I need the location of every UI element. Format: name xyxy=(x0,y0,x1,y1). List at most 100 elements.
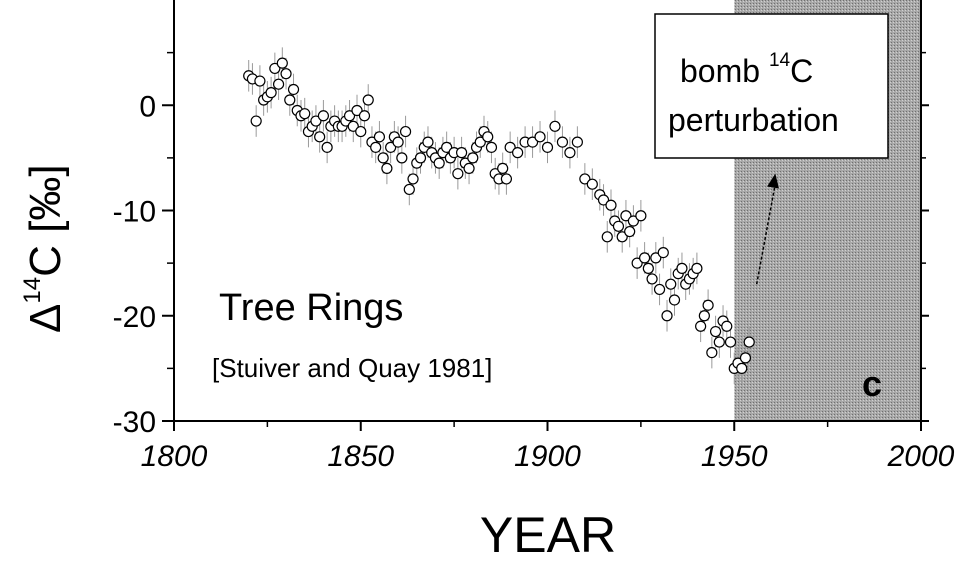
data-point xyxy=(616,231,628,243)
data-point xyxy=(650,252,662,264)
data-point xyxy=(474,136,486,148)
data-point xyxy=(485,141,498,153)
data-point xyxy=(526,136,539,148)
data-point xyxy=(287,83,300,96)
x-tick-label: 1900 xyxy=(514,440,581,473)
data-point xyxy=(597,194,610,206)
data-point xyxy=(269,62,281,75)
tree-rings-label: Tree Rings xyxy=(219,287,403,329)
bomb-annotation-box xyxy=(654,13,889,159)
data-point xyxy=(665,278,677,290)
x-tick-label: 1800 xyxy=(141,440,208,473)
data-point xyxy=(724,336,737,348)
bomb-arrow xyxy=(755,183,777,285)
data-point xyxy=(721,320,733,332)
data-point xyxy=(280,68,292,80)
data-points-layer xyxy=(243,57,755,374)
data-point xyxy=(541,141,554,153)
data-point xyxy=(500,173,513,185)
data-point xyxy=(377,152,389,164)
data-point xyxy=(362,94,374,106)
bomb-annotation-line1: bomb 14C xyxy=(680,50,813,89)
data-point xyxy=(254,75,266,87)
data-point xyxy=(403,183,415,196)
data-point xyxy=(250,115,262,127)
data-point xyxy=(743,336,755,348)
data-point xyxy=(635,210,647,222)
data-point xyxy=(433,157,445,169)
x-tick-label: 1850 xyxy=(327,440,394,473)
data-point xyxy=(709,325,722,338)
y-axis-label: Δ14C [‰] xyxy=(19,164,70,333)
data-point xyxy=(463,162,475,174)
data-point xyxy=(657,247,669,259)
data-point xyxy=(612,220,625,232)
data-point xyxy=(299,108,311,120)
data-point xyxy=(549,120,561,132)
x-ticks-layer: 1800 1850 1900 1950 2000 xyxy=(141,421,955,473)
data-point xyxy=(736,362,748,374)
data-point xyxy=(620,210,632,222)
y-tick-label: -20 xyxy=(113,301,156,334)
data-point xyxy=(653,283,666,296)
data-point xyxy=(713,336,725,348)
data-point xyxy=(407,173,419,185)
data-point xyxy=(452,168,464,180)
data-point xyxy=(284,94,296,106)
data-point xyxy=(706,346,718,359)
data-point xyxy=(691,262,703,274)
data-point xyxy=(392,136,404,148)
data-point xyxy=(385,141,397,153)
data-point xyxy=(351,104,363,117)
data-point xyxy=(422,136,434,148)
data-point xyxy=(646,273,658,285)
data-point xyxy=(414,152,427,164)
data-point xyxy=(504,141,516,153)
data-point xyxy=(455,147,468,159)
citation-label: [Stuiver and Quay 1981] xyxy=(212,353,492,383)
data-point xyxy=(370,141,382,153)
data-point xyxy=(627,215,640,227)
x-tick-label: 2000 xyxy=(887,440,955,473)
data-point xyxy=(564,147,576,159)
data-point xyxy=(343,110,356,122)
data-point xyxy=(497,162,509,174)
y-ticks-layer: -30 -20 -10 0 xyxy=(113,51,929,439)
data-point xyxy=(355,125,367,138)
data-point xyxy=(534,131,546,143)
data-point xyxy=(441,141,453,153)
data-point xyxy=(668,294,681,306)
data-point xyxy=(605,199,617,211)
data-point xyxy=(396,152,408,164)
data-point xyxy=(276,57,288,69)
data-point xyxy=(317,110,329,122)
data-point xyxy=(265,87,277,99)
data-point xyxy=(314,131,326,143)
data-point xyxy=(586,178,598,190)
data-point xyxy=(571,136,583,148)
data-point xyxy=(347,120,359,132)
data-point xyxy=(556,136,569,148)
data-point xyxy=(601,231,613,243)
data-point xyxy=(579,173,591,185)
data-point xyxy=(642,262,654,274)
data-point xyxy=(482,131,494,143)
data-point xyxy=(661,310,673,322)
data-point xyxy=(624,225,636,238)
x-tick-label: 1950 xyxy=(701,440,768,473)
data-point xyxy=(702,299,714,311)
data-point xyxy=(321,141,333,153)
panel-letter: c xyxy=(862,363,882,404)
data-point xyxy=(512,147,524,159)
bomb-arrow-head xyxy=(767,173,779,189)
y-tick-label: 0 xyxy=(139,90,156,123)
data-point xyxy=(695,320,707,332)
data-point xyxy=(399,125,412,138)
data-point xyxy=(676,262,688,274)
data-point xyxy=(358,110,371,122)
y-tick-label: -30 xyxy=(113,406,156,439)
data-point xyxy=(739,352,752,364)
data-point xyxy=(310,115,322,127)
data-point xyxy=(373,131,386,143)
